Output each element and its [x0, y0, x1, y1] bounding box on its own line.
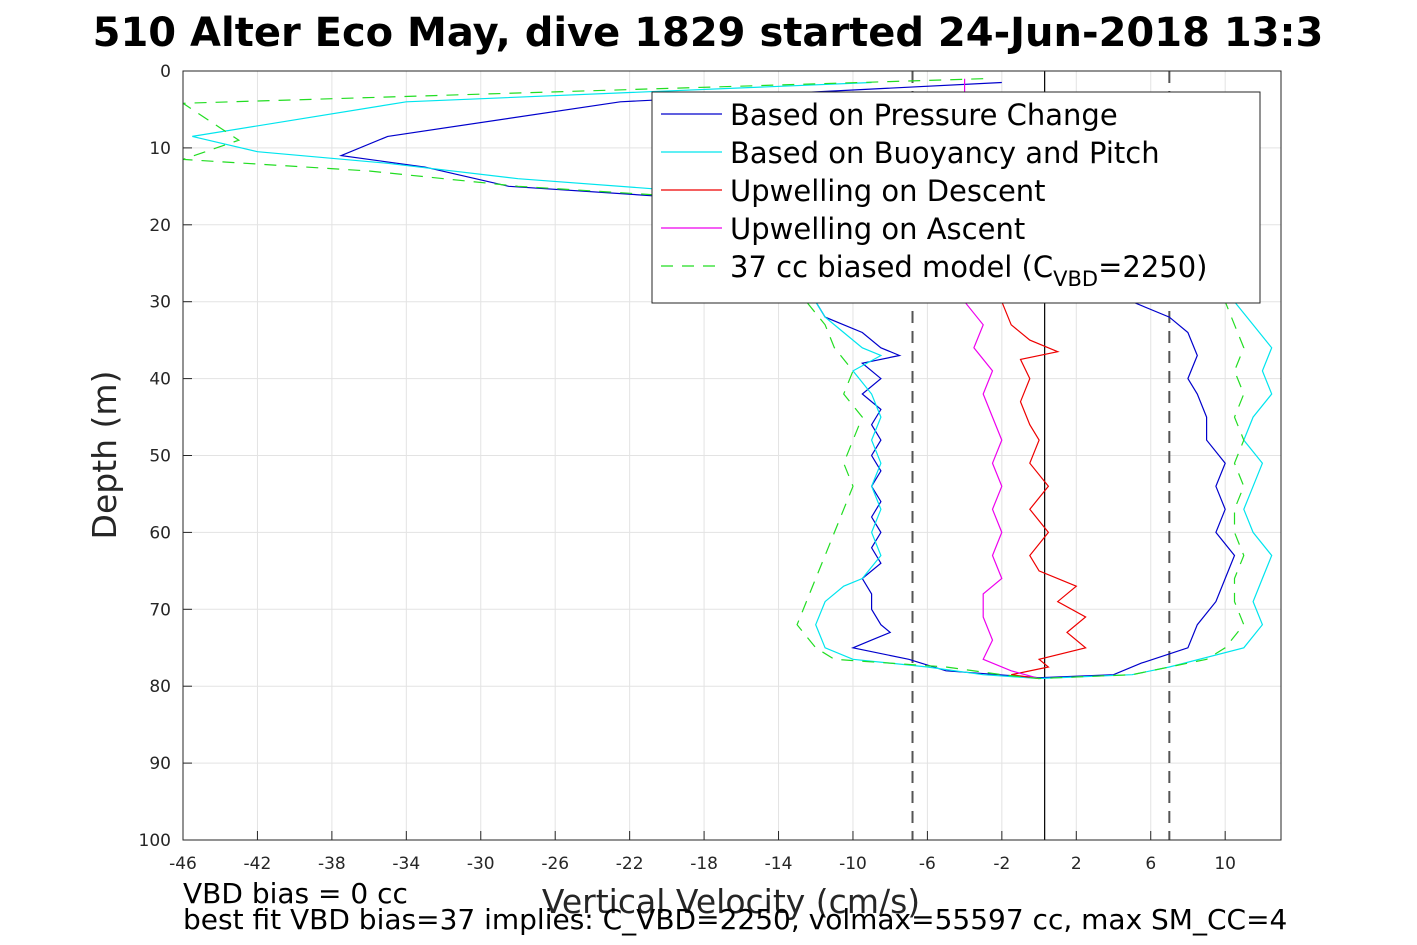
y-tick-label: 100 [139, 831, 171, 851]
legend-label-subscript: VBD [1053, 267, 1098, 291]
y-tick-label: 90 [149, 754, 171, 774]
y-tick-label: 50 [149, 447, 171, 467]
y-tick-label: 20 [149, 216, 171, 236]
y-tick-label: 0 [160, 62, 171, 82]
vbd-bias-note: VBD bias = 0 cc [183, 877, 408, 910]
x-tick-label: -34 [392, 854, 420, 874]
x-tick-label: -14 [765, 854, 793, 874]
x-tick-label: -42 [244, 854, 272, 874]
series-line-3 [1001, 301, 1087, 680]
legend-label-5: 37 cc biased model (CVBD=2250) [730, 250, 1208, 291]
legend: Based on Pressure Change Based on Buoyanc… [651, 91, 1261, 304]
x-tick-label: -22 [616, 854, 644, 874]
x-tick-label: -30 [467, 854, 495, 874]
legend-label-3: Upwelling on Descent [730, 174, 1046, 208]
x-tick-label: -10 [839, 854, 867, 874]
y-tick-label: 10 [149, 139, 171, 159]
legend-label-1: Based on Pressure Change [730, 98, 1118, 132]
x-tick-label: -38 [318, 854, 346, 874]
y-tick-label: 80 [149, 677, 171, 697]
x-axis-label: Vertical Velocity (cm/s) [542, 882, 920, 921]
series-line-2 [192, 81, 1273, 680]
legend-label-text: Upwelling on Descent [730, 174, 1046, 208]
y-tick-label: 40 [149, 370, 171, 390]
series-layer [183, 78, 1273, 680]
x-tick-label: 10 [1214, 854, 1236, 874]
y-tick-label: 70 [149, 600, 171, 620]
x-tick-label: -18 [690, 854, 718, 874]
chart-title: 510 Alter Eco May, dive 1829 started 24-… [93, 10, 1324, 56]
legend-label-text: Based on Buoyancy and Pitch [730, 136, 1160, 170]
legend-label-text: 37 cc biased model (C [730, 250, 1053, 284]
legend-label-4: Upwelling on Ascent [730, 212, 1025, 246]
x-tick-label: 6 [1145, 854, 1156, 874]
series-line-4 [963, 78, 1040, 680]
y-ticks: 0 10 20 30 40 50 60 70 80 90 100 [139, 62, 192, 851]
x-ticks: -46 -42 -38 -34 -30 -26 -22 -18 -14 -10 -6 -2 2 6 10 [169, 831, 1236, 874]
legend-box [651, 91, 1261, 304]
legend-label-suffix: =2250) [1098, 250, 1207, 284]
x-tick-label: -6 [919, 854, 936, 874]
legend-label-2: Based on Buoyancy and Pitch [730, 136, 1160, 170]
legend-label-text: Based on Pressure Change [730, 98, 1118, 132]
x-tick-label: -46 [169, 854, 197, 874]
x-tick-label: -2 [993, 854, 1010, 874]
series-line-1 [338, 81, 1236, 679]
x-tick-label: 2 [1071, 854, 1082, 874]
series-line-5 [183, 78, 1245, 680]
y-tick-label: 60 [149, 523, 171, 543]
y-axis-label: Depth (m) [85, 371, 124, 540]
x-tick-label: -26 [541, 854, 569, 874]
legend-label-text: Upwelling on Ascent [730, 212, 1025, 246]
best-fit-note: best fit VBD bias=37 implies: C_VBD=2250… [183, 903, 1287, 936]
y-tick-label: 30 [149, 293, 171, 313]
